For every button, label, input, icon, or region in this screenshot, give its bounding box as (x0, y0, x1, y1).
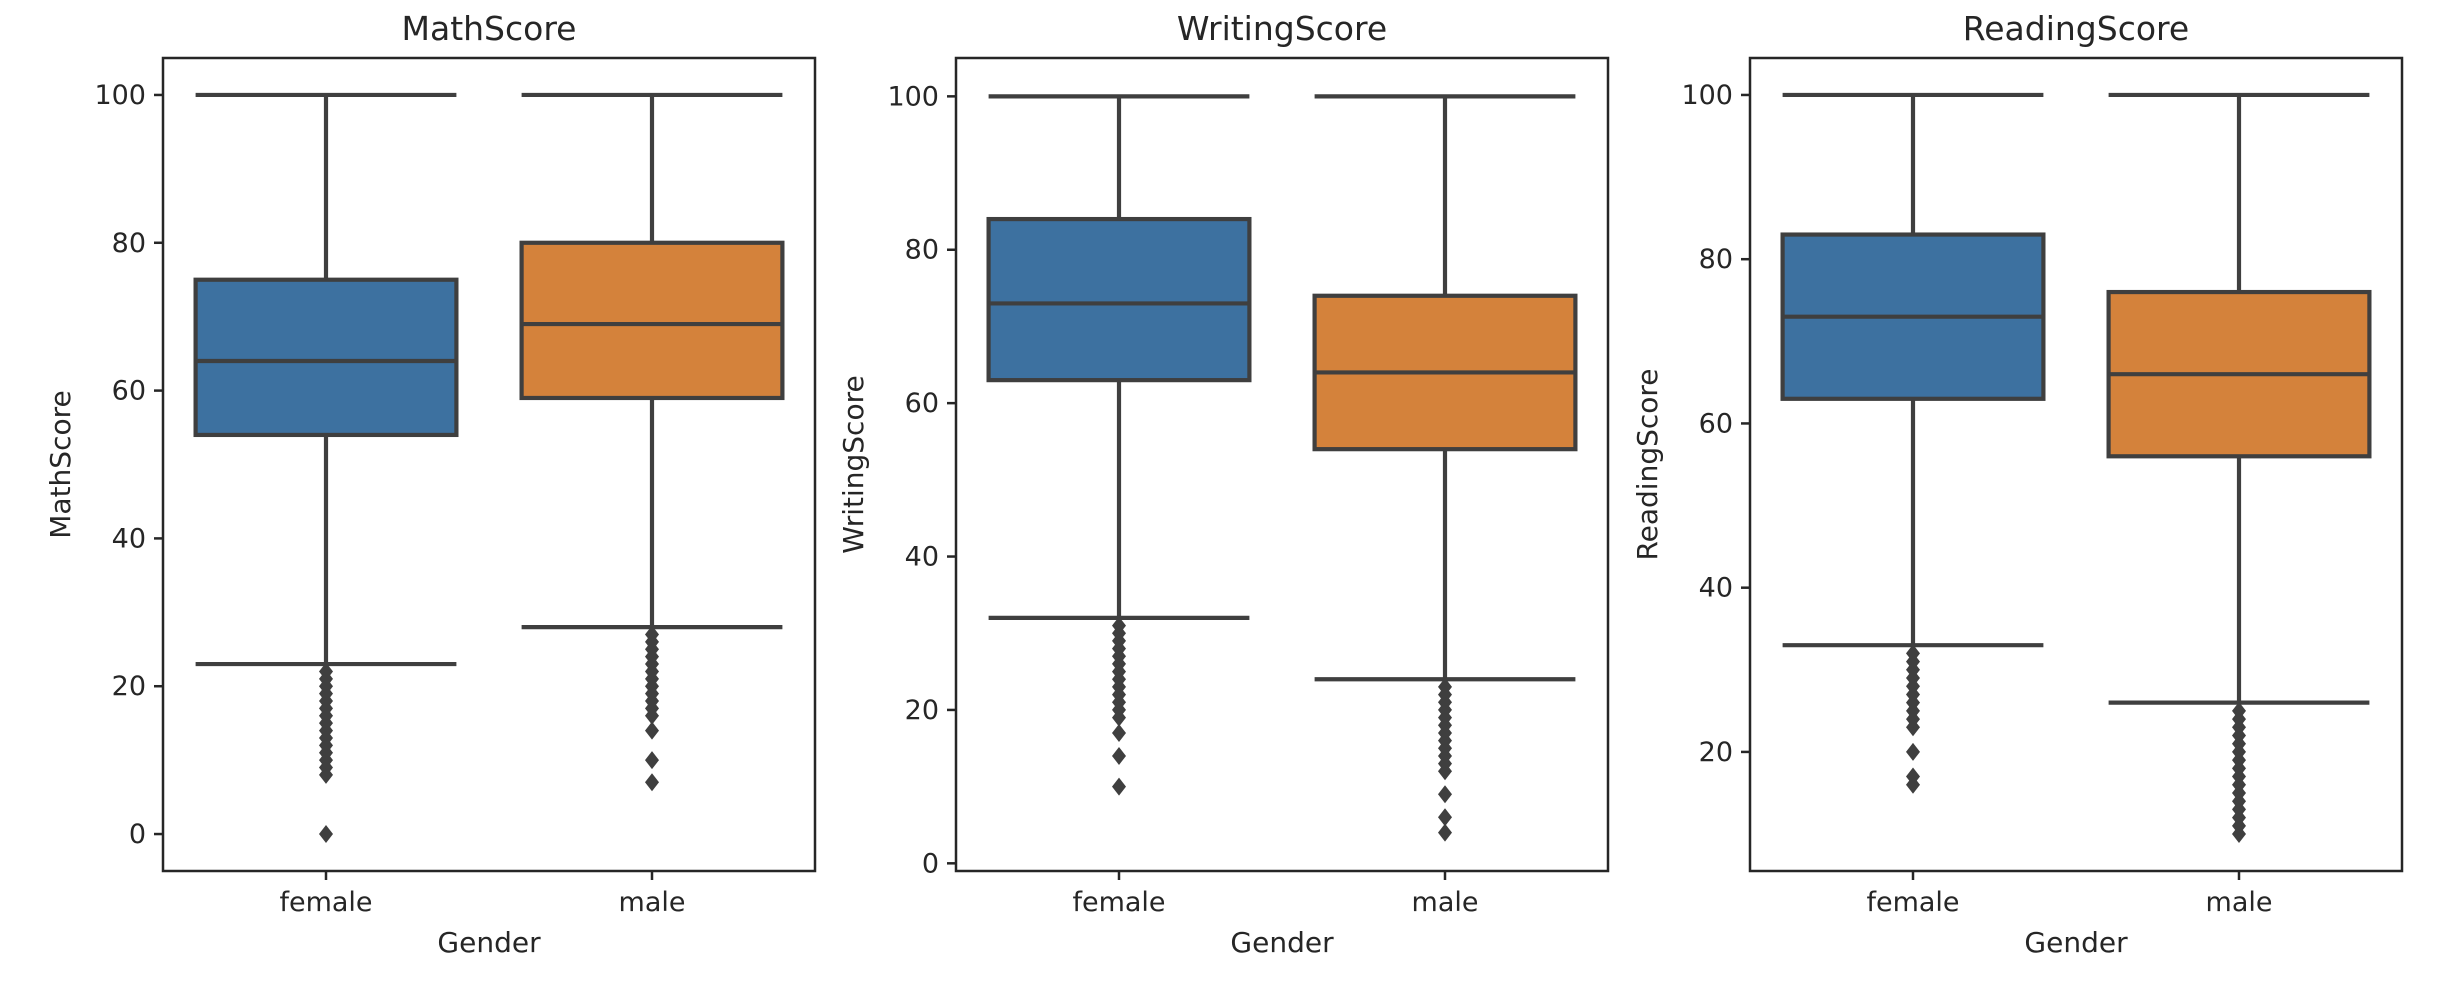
x-axis-label: Gender (437, 926, 541, 959)
y-tick-label: 40 (112, 523, 146, 554)
y-tick-label: 60 (1699, 408, 1733, 439)
x-axis-label: Gender (2024, 926, 2128, 959)
outlier-point (645, 751, 659, 770)
plot-area: 0 20 40 60 80 100 female male (94, 56, 817, 918)
iqr-box (519, 240, 785, 401)
panel-math: MathScore MathScore Gender 0 20 40 60 80 100 f… (44, 9, 817, 959)
panel-title: MathScore (402, 9, 577, 48)
outlier-point (645, 721, 659, 740)
y-tick-label: 80 (1699, 244, 1733, 275)
y-axis-label: ReadingScore (1631, 368, 1664, 560)
box-female (193, 92, 459, 844)
outlier-point (1112, 777, 1126, 796)
panel-title: ReadingScore (1963, 9, 2189, 48)
box-female (1780, 92, 2046, 794)
outlier-point (2232, 701, 2246, 720)
box-male (1312, 94, 1578, 842)
outlier-point (1112, 616, 1126, 635)
y-axis-label: WritingScore (837, 375, 870, 553)
y-tick-label: 60 (112, 376, 146, 407)
y-tick-label: 40 (905, 542, 939, 573)
x-tick-label: male (2206, 887, 2273, 918)
y-tick-label: 100 (887, 81, 939, 112)
outlier-point (1438, 823, 1452, 842)
y-tick-label: 20 (1699, 737, 1733, 768)
axes-frame (954, 56, 1610, 873)
outlier-point (645, 773, 659, 792)
axes-frame (1748, 56, 2404, 873)
y-tick-label: 100 (1681, 80, 1733, 111)
panel-reading: ReadingScore ReadingScore Gender 20 40 60 8… (1631, 9, 2404, 959)
outlier-point (1112, 723, 1126, 742)
outlier-point (1438, 677, 1452, 696)
outlier-point (1112, 746, 1126, 765)
box-female (986, 94, 1252, 796)
axes-frame (161, 56, 817, 873)
outlier-point (1906, 767, 1920, 786)
outlier-point (1906, 742, 1920, 761)
panel-title: WritingScore (1177, 9, 1387, 48)
plot-area: 0 20 40 60 80 100 female male (887, 56, 1610, 918)
y-tick-label: 20 (112, 671, 146, 702)
iqr-box (986, 216, 1252, 383)
y-tick-label: 80 (112, 228, 146, 259)
outlier-point (1438, 785, 1452, 804)
outlier-point (1438, 808, 1452, 827)
y-tick-label: 20 (905, 695, 939, 726)
outlier-point (645, 625, 659, 644)
box-male (519, 92, 785, 792)
iqr-box (193, 277, 459, 438)
y-tick-label: 100 (94, 80, 146, 111)
x-axis-label: Gender (1230, 926, 1334, 959)
y-tick-label: 0 (129, 819, 146, 850)
y-tick-label: 60 (905, 388, 939, 419)
box-male (2106, 92, 2372, 844)
y-axis-label: MathScore (44, 390, 77, 538)
x-tick-label: female (279, 887, 372, 918)
x-tick-label: male (619, 887, 686, 918)
y-tick-label: 0 (922, 848, 939, 879)
outlier-point (319, 825, 333, 844)
x-tick-label: female (1072, 887, 1165, 918)
y-tick-label: 40 (1699, 573, 1733, 604)
x-tick-label: female (1866, 887, 1959, 918)
panel-writing: WritingScore WritingScore Gender 0 20 40 60… (837, 9, 1610, 959)
y-tick-label: 80 (905, 235, 939, 266)
plot-area: 20 40 60 80 100 female male (1681, 56, 2404, 918)
outlier-point (319, 662, 333, 681)
x-tick-label: male (1412, 887, 1479, 918)
outlier-point (1906, 644, 1920, 663)
